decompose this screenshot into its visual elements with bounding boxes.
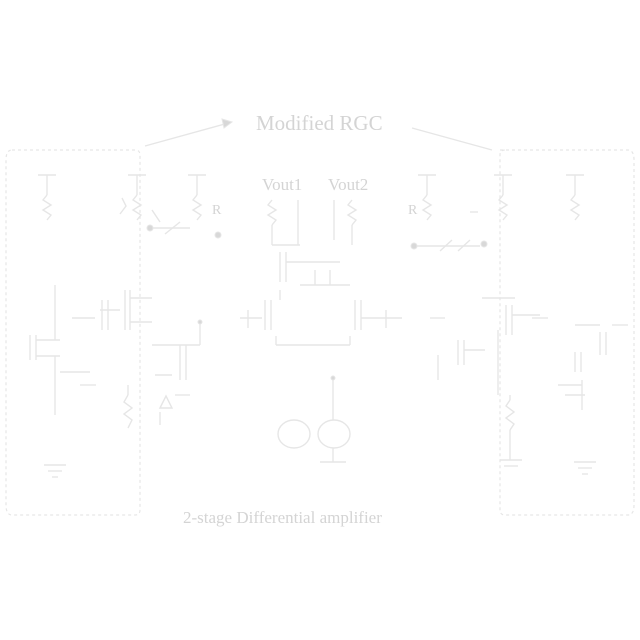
output-taps xyxy=(272,200,335,246)
right-switch xyxy=(410,239,488,252)
left-transistor-pair xyxy=(29,285,152,415)
right-resistor-1: R xyxy=(408,174,436,221)
block-label: Modified RGC xyxy=(256,111,383,135)
right-output-stage xyxy=(558,324,628,410)
right-ground xyxy=(574,461,596,475)
right-block-outline xyxy=(499,149,635,516)
left-block-outline xyxy=(5,149,141,516)
svg-text:R: R xyxy=(408,203,418,218)
left-resistor-3: R xyxy=(188,174,222,221)
center-load-transistors xyxy=(279,252,350,286)
right-resistor-3 xyxy=(566,174,584,221)
left-mirror xyxy=(122,319,203,429)
vout1-label: Vout1 xyxy=(262,175,302,194)
left-resistor-2 xyxy=(119,174,146,221)
pointer-line-right xyxy=(411,127,493,151)
vout2-label: Vout2 xyxy=(328,175,368,194)
right-transistors xyxy=(430,297,548,395)
stage-label: 2-stage Differential amplifier xyxy=(183,508,382,527)
arrow-left xyxy=(144,118,234,147)
left-switch xyxy=(146,209,222,239)
center-resistor-right xyxy=(346,199,358,245)
right-resistor-2 xyxy=(470,174,512,221)
left-resistor-1 xyxy=(38,174,56,221)
right-load-resistor xyxy=(500,395,522,467)
current-source xyxy=(277,375,351,463)
center-diff-pair xyxy=(240,290,402,346)
left-ground xyxy=(44,464,66,478)
center-resistor-left xyxy=(266,199,278,245)
svg-text:R: R xyxy=(212,203,222,218)
